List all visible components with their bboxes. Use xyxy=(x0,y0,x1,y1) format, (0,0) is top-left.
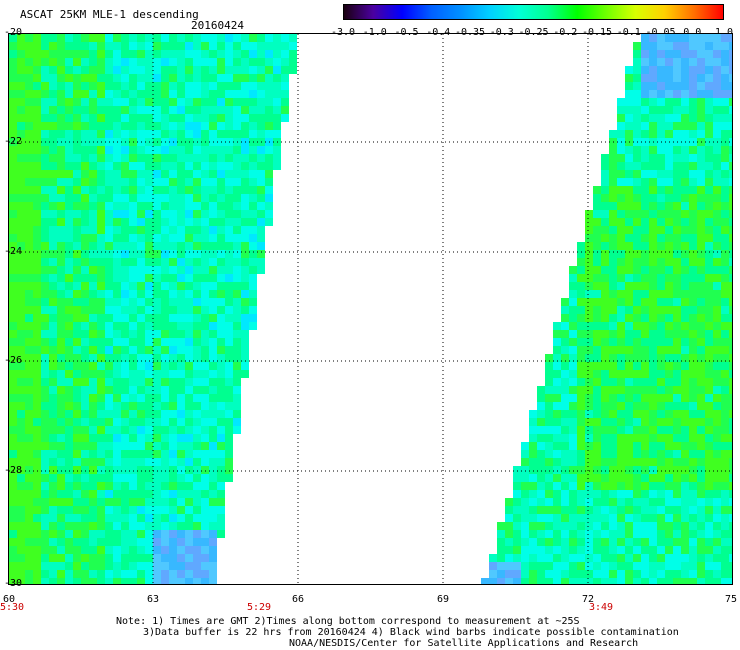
lon-label: 75 xyxy=(724,594,738,605)
color-scale-tick-label: -0.25 xyxy=(518,27,549,38)
lon-label: 72 xyxy=(581,594,595,605)
lon-label: 60 xyxy=(2,594,16,605)
color-scale-tick-label: -0.4 xyxy=(426,27,451,38)
pass-time-label: 3:49 xyxy=(588,602,614,613)
pass-time-label: 5:30 xyxy=(0,602,25,613)
color-scale-tick-label: 0.0 xyxy=(683,27,702,38)
color-scale-tick-label: -0.35 xyxy=(454,27,486,38)
color-scale-tick-label: -0.2 xyxy=(553,27,578,38)
color-scale-labels: -3.0 -1.0 -0.5 -0.4 -0.35 -0.3 -0.25 -0.2 -0.15-… xyxy=(330,27,734,41)
color-scale-tick-label: -1.0 xyxy=(362,27,387,38)
footnote-line: Note: 1) Times are GMT 2)Times along bot… xyxy=(116,616,580,627)
lon-label: 63 xyxy=(146,594,160,605)
swath-map xyxy=(8,33,733,585)
lat-label: -30 xyxy=(4,578,23,589)
footnote-line: 3)Data buffer is 22 hrs from 20160424 4)… xyxy=(143,627,679,638)
product-title: ASCAT 25KM MLE-1 descending xyxy=(20,8,199,21)
color-scale-tick-label: 1.0 xyxy=(714,27,734,38)
swath-map-canvas xyxy=(9,34,732,584)
lat-label: -26 xyxy=(4,355,23,366)
lon-label: 69 xyxy=(436,594,450,605)
color-scale-bar xyxy=(343,4,724,20)
lat-label: -20 xyxy=(4,27,23,38)
color-scale-tick-label: -0.5 xyxy=(394,27,419,38)
lat-label: -24 xyxy=(4,246,23,257)
lat-label: -22 xyxy=(4,136,23,147)
color-scale-tick-label: -0.15 xyxy=(581,27,613,38)
lon-label: 66 xyxy=(291,594,305,605)
pass-time-label: 5:29 xyxy=(246,602,272,613)
credit-line: NOAA/NESDIS/Center for Satellite Applica… xyxy=(289,638,639,649)
color-scale-tick-label: -0.1 xyxy=(616,27,641,38)
color-scale-tick-label: -0.3 xyxy=(489,27,514,38)
color-scale-tick-label: -0.05 xyxy=(645,27,676,38)
color-scale-tick-label: -3.0 xyxy=(330,27,356,38)
product-date: 20160424 xyxy=(191,19,244,32)
lat-label: -28 xyxy=(4,465,23,476)
